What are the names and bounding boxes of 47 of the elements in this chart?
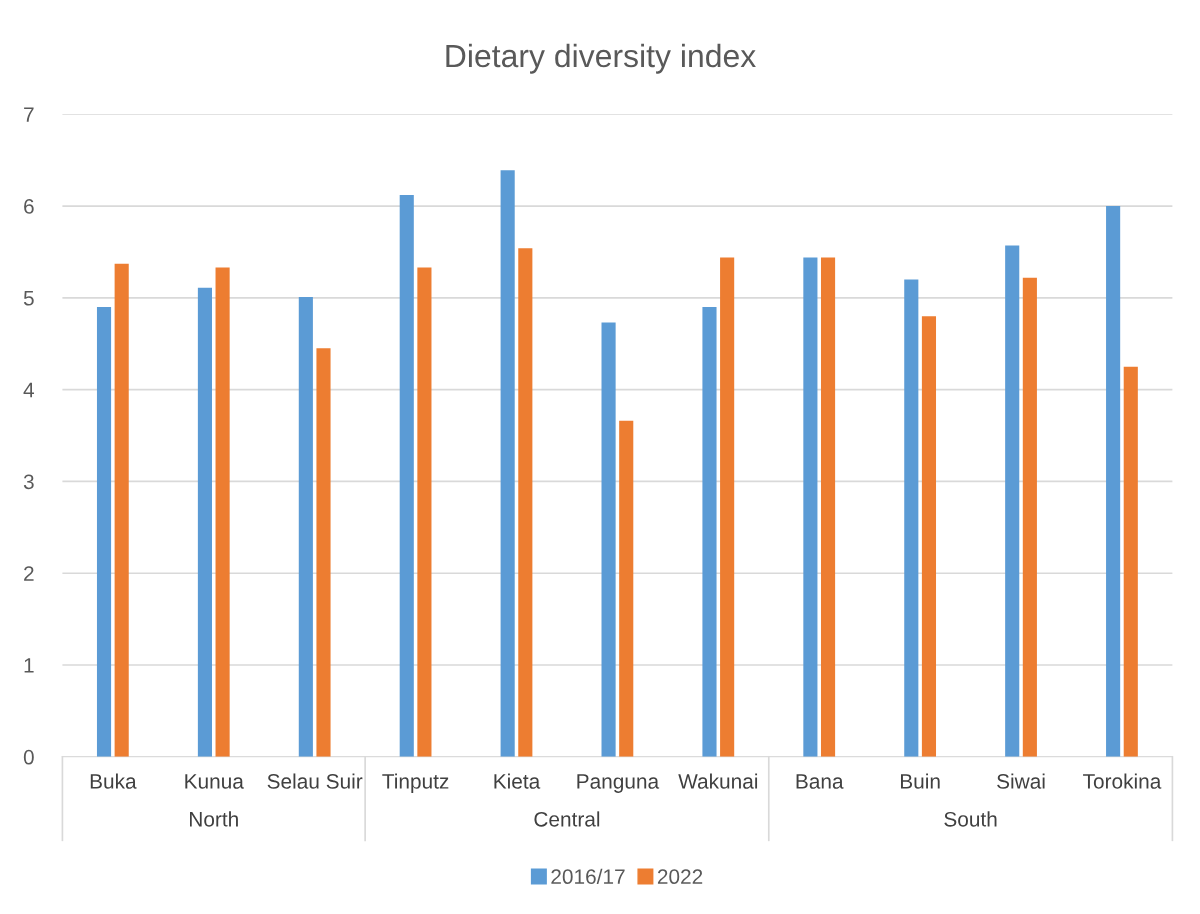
x-tick-label: Kunua [185,774,244,789]
x-tick-label: Bana [796,774,844,789]
bar [601,322,616,757]
text: North [190,811,238,827]
y-tick-label: 4 [23,382,35,398]
y-tick-label: 6 [24,199,34,214]
x-tick-label: Kieta [494,773,541,789]
bar [215,267,230,757]
bar [1022,277,1037,757]
bar [820,257,836,757]
text: Central [534,811,600,827]
bar [904,279,919,757]
text: South [944,811,997,827]
legend-label: 2022 [657,869,703,885]
x-tick-label: Buin [900,773,940,789]
bar [1123,366,1138,757]
x-tick-label: Siwai [997,773,1045,789]
x-tick-label: Selau Suir [267,773,363,789]
bar [316,348,331,757]
bar [114,263,129,757]
y-tick-label: 1 [24,658,34,673]
bar [720,257,735,757]
bar [298,296,313,757]
y-tick-label: 5 [23,291,34,306]
x-tick-label: Panguna [577,774,660,793]
x-tick-label: Buka [90,773,137,789]
y-tick-label: 7 [24,107,34,122]
bar [619,420,634,757]
bar [518,248,533,757]
bar [702,307,717,757]
bar [197,287,212,757]
x-tick-label: Wakunai [678,773,758,789]
bar [399,195,414,757]
y-tick-label: 0 [23,749,34,765]
bar [1106,206,1121,757]
bar [500,170,515,757]
x-tick-label: Torokina [1083,773,1162,789]
x-tick-label: Tinputz [382,773,449,793]
y-tick-label: 3 [23,474,34,490]
bar [1005,245,1020,757]
bar [417,267,432,757]
bar [803,257,818,757]
bar [96,307,112,757]
chart-title: Dietary diversity index [446,43,756,74]
bar [921,316,937,757]
legend-label: 2016/17 [551,868,625,885]
y-tick-label: 2 [24,566,34,581]
